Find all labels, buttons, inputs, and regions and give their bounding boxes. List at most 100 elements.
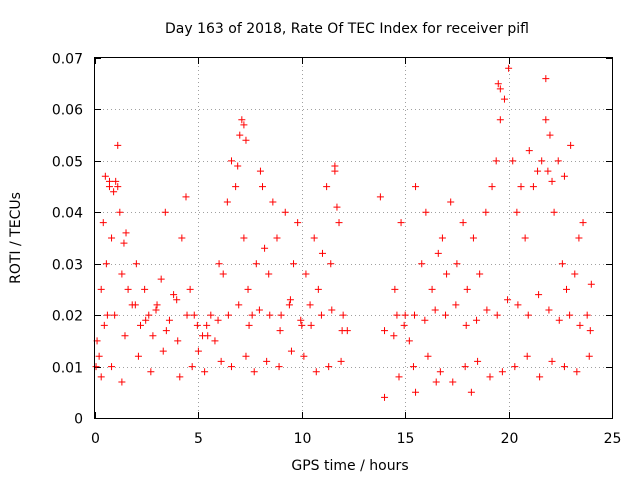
- data-point: [236, 131, 244, 139]
- data-points: [92, 64, 595, 401]
- data-point: [563, 285, 571, 293]
- data-point: [325, 363, 333, 371]
- data-point: [511, 363, 519, 371]
- data-point: [542, 116, 550, 124]
- data-point: [505, 64, 513, 72]
- data-point: [244, 285, 252, 293]
- data-point: [297, 316, 305, 324]
- data-point: [452, 301, 460, 309]
- y-tick-label: 0.07: [52, 52, 83, 68]
- data-point: [554, 157, 562, 165]
- data-point: [573, 368, 581, 376]
- data-point: [183, 311, 191, 319]
- data-point: [227, 157, 235, 165]
- data-point: [153, 301, 161, 309]
- data-point: [108, 234, 116, 242]
- data-point: [449, 378, 457, 386]
- data-point: [223, 198, 231, 206]
- data-point: [136, 321, 144, 329]
- data-point: [525, 147, 533, 155]
- data-point: [112, 177, 120, 185]
- data-point: [397, 219, 405, 227]
- data-point: [108, 363, 116, 371]
- data-point: [579, 219, 587, 227]
- data-point: [240, 234, 248, 242]
- data-point: [586, 327, 594, 335]
- data-point: [188, 363, 196, 371]
- data-point: [585, 352, 593, 360]
- data-point: [467, 388, 475, 396]
- data-point: [132, 260, 140, 268]
- data-point: [442, 311, 450, 319]
- data-point: [443, 270, 451, 278]
- data-point: [536, 373, 544, 381]
- data-point: [488, 183, 496, 191]
- data-point: [548, 357, 556, 365]
- data-point: [122, 229, 130, 237]
- data-point: [255, 306, 263, 314]
- data-point: [245, 321, 253, 329]
- plot-frame: [94, 57, 613, 419]
- data-point: [566, 311, 574, 319]
- data-point: [498, 368, 506, 376]
- data-point: [538, 157, 546, 165]
- data-point: [176, 373, 184, 381]
- data-point: [211, 337, 219, 345]
- data-point: [422, 208, 430, 216]
- data-point: [544, 167, 552, 175]
- data-point: [339, 311, 347, 319]
- data-point: [418, 260, 426, 268]
- data-point: [294, 219, 302, 227]
- x-tick-label: 25: [604, 431, 622, 447]
- data-point: [263, 357, 271, 365]
- data-point: [436, 368, 444, 376]
- data-point: [504, 296, 512, 304]
- axis-ticks: 0 5 10 15 20 25 0 0.01 0.02 0.03 0.04 0.05 0.06 0.07: [52, 52, 622, 448]
- data-point: [105, 177, 113, 185]
- data-point: [276, 327, 284, 335]
- data-point: [535, 291, 543, 299]
- data-point: [560, 363, 568, 371]
- x-tick-label: 20: [501, 431, 519, 447]
- data-point: [193, 321, 201, 329]
- data-point: [542, 75, 550, 83]
- data-point: [252, 260, 260, 268]
- data-point: [453, 260, 461, 268]
- data-point: [555, 316, 563, 324]
- data-point: [401, 311, 409, 319]
- data-point: [219, 270, 227, 278]
- y-tick-label: 0.04: [52, 206, 83, 222]
- data-point: [323, 183, 331, 191]
- data-point: [250, 368, 258, 376]
- data-point: [545, 306, 553, 314]
- data-point: [312, 368, 320, 376]
- data-point: [110, 188, 118, 196]
- data-point: [242, 136, 250, 144]
- data-point: [134, 352, 142, 360]
- x-tick-label: 5: [194, 431, 203, 447]
- data-point: [400, 321, 408, 329]
- data-point: [232, 183, 240, 191]
- data-point: [424, 352, 432, 360]
- data-point: [314, 285, 322, 293]
- data-point: [483, 306, 491, 314]
- data-point: [546, 131, 554, 139]
- data-point: [194, 347, 202, 355]
- y-axis-label: ROTI / TECUs: [8, 192, 24, 284]
- data-point: [204, 332, 212, 340]
- data-point: [571, 270, 579, 278]
- data-point: [145, 311, 153, 319]
- data-point: [147, 368, 155, 376]
- data-point: [395, 373, 403, 381]
- data-point: [337, 357, 345, 365]
- data-point: [509, 157, 517, 165]
- data-point: [103, 311, 111, 319]
- data-point: [273, 234, 281, 242]
- data-point: [534, 167, 542, 175]
- data-point: [242, 352, 250, 360]
- data-point: [331, 167, 339, 175]
- data-point: [97, 373, 105, 381]
- data-point: [173, 296, 181, 304]
- data-point: [523, 352, 531, 360]
- data-point: [269, 198, 277, 206]
